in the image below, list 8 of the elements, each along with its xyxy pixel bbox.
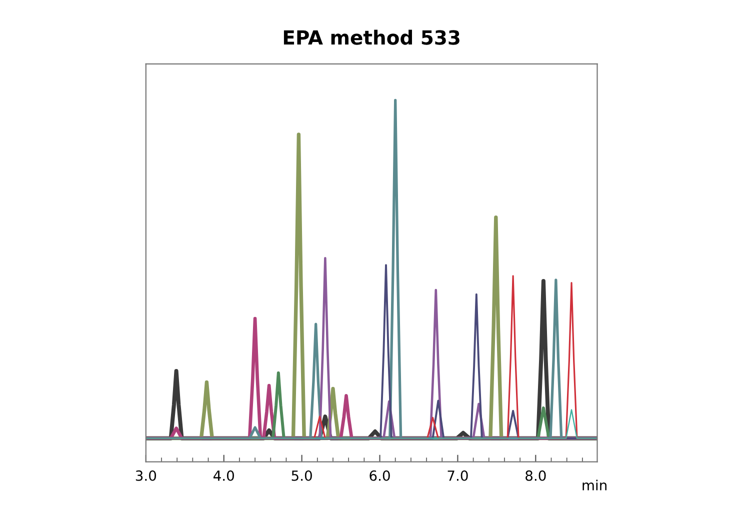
x-tick-label: 8.0 bbox=[526, 470, 546, 481]
x-axis-title: min bbox=[582, 480, 606, 490]
x-tick-label: 3.0 bbox=[136, 470, 156, 481]
chart-title: EPA method 533 bbox=[284, 30, 460, 45]
x-tick-label: 7.0 bbox=[448, 470, 468, 481]
x-tick-label: 5.0 bbox=[292, 470, 312, 481]
x-tick-label: 6.0 bbox=[370, 470, 390, 481]
x-tick-label: 4.0 bbox=[213, 470, 234, 481]
